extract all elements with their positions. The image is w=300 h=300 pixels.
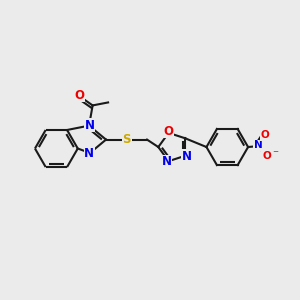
Text: S: S (123, 133, 131, 146)
Text: O: O (74, 88, 84, 101)
Text: N: N (84, 147, 94, 160)
Text: O$^-$: O$^-$ (262, 149, 279, 161)
Text: N: N (85, 119, 95, 132)
Text: N: N (254, 140, 262, 150)
Text: N: N (162, 155, 172, 168)
Text: N: N (182, 150, 192, 163)
Text: O: O (163, 124, 173, 138)
Text: O: O (260, 130, 269, 140)
